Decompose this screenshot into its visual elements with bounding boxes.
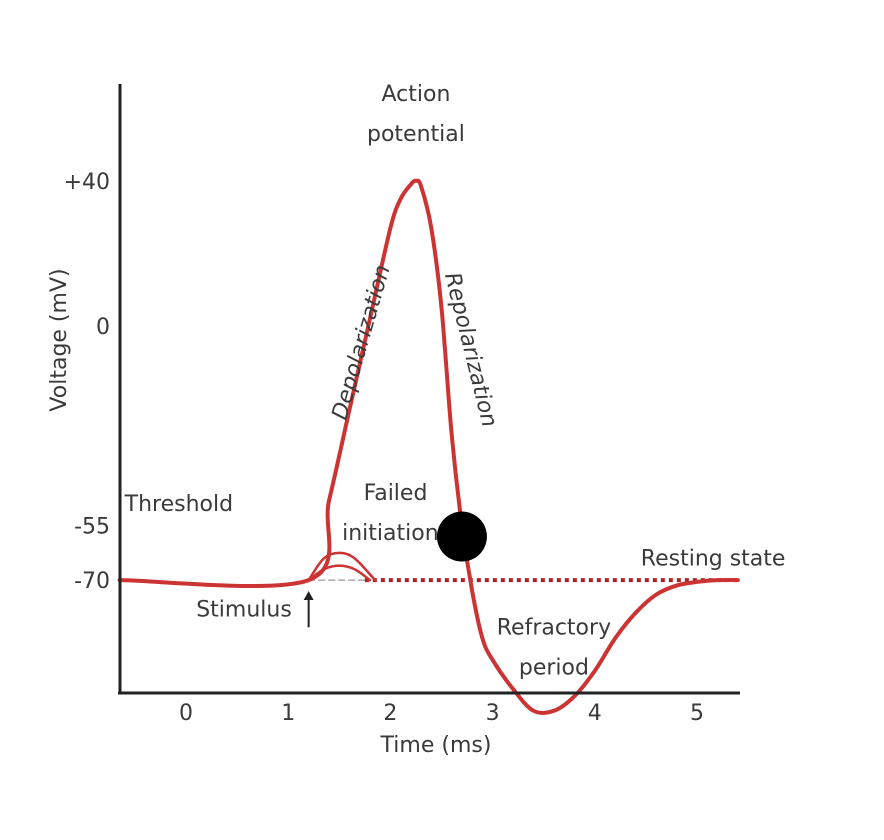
annotation-label: Resting state [641,547,786,572]
x-tick-label: 0 [179,701,193,726]
annotation-label: Stimulus [196,597,292,622]
annotation-label: Threshold [124,492,233,517]
failed-initiation-curve-1 [307,551,377,582]
y-tick-label: -55 [74,515,110,540]
curves-layer [117,178,740,716]
x-tick-label: 1 [281,701,295,726]
x-axis-title: Time (ms) [380,733,492,758]
axes-layer [118,84,740,695]
stimulus-arrow-icon [303,590,314,600]
annotation-label: Depolarization [328,262,396,423]
x-tick-label: 3 [486,701,500,726]
x-tick-label: 5 [690,701,704,726]
y-tick-label: 0 [96,315,110,340]
annotation-label: Failed [364,481,428,506]
black-dot-marker [436,511,487,562]
annotation-label: potential [367,122,465,147]
action-potential-curve [117,178,740,716]
y-tick-label: -70 [74,569,110,594]
annotation-label: initiation [342,521,439,546]
annotation-label: Refractory [497,616,611,641]
y-axis-title: Voltage (mV) [47,268,72,411]
annotation-label: Action [381,82,450,107]
x-tick-label: 4 [588,701,602,726]
y-tick-label: +40 [64,170,110,195]
ticks-layer: 0 1 2 3 4 5 +40 0 -55 -70 [64,170,704,726]
x-tick-label: 2 [383,701,397,726]
annotation-label: period [519,655,589,680]
markers-layer [303,511,487,628]
